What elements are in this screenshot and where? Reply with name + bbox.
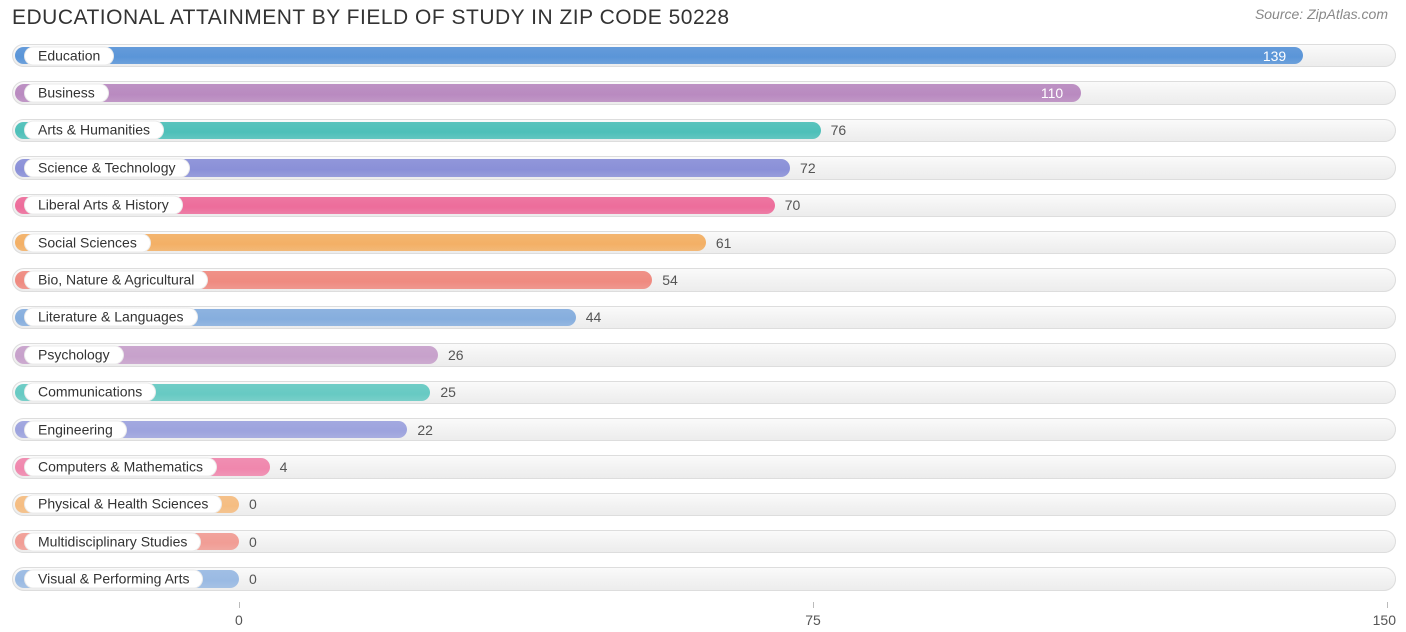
x-tick-line xyxy=(1387,602,1388,608)
bar-value-label: 110 xyxy=(1041,85,1063,101)
bar-value-label: 72 xyxy=(800,160,816,176)
category-pill: Education xyxy=(24,46,114,65)
chart-title: EDUCATIONAL ATTAINMENT BY FIELD OF STUDY… xyxy=(12,6,730,30)
bar-value-label: 61 xyxy=(716,235,732,251)
category-pill: Psychology xyxy=(24,345,124,364)
category-pill: Multidisciplinary Studies xyxy=(24,532,201,551)
bar-row: 0 Physical & Health Sciences xyxy=(12,487,1396,522)
bar-row: 25 Communications xyxy=(12,375,1396,410)
bar-row: 139 Education xyxy=(12,38,1396,73)
bar-value-label: 44 xyxy=(586,309,602,325)
bar-row: 76 Arts & Humanities xyxy=(12,113,1396,148)
bar xyxy=(15,47,1303,64)
bar-row: 4 Computers & Mathematics xyxy=(12,449,1396,484)
x-tick-label: 150 xyxy=(1373,612,1396,628)
bar xyxy=(15,84,1081,101)
x-tick-label: 75 xyxy=(805,612,821,628)
chart-area: 139 Education 110 Business 76 Arts & Humaniti… xyxy=(12,38,1396,604)
x-tick-line xyxy=(239,602,240,608)
x-tick-line xyxy=(813,602,814,608)
category-pill: Business xyxy=(24,84,109,103)
bar-value-label: 0 xyxy=(249,534,257,550)
bar-value-label: 54 xyxy=(662,272,678,288)
category-pill: Physical & Health Sciences xyxy=(24,495,222,514)
bar-value-label: 76 xyxy=(831,122,847,138)
bar-row: 26 Psychology xyxy=(12,337,1396,372)
bar-row: 22 Engineering xyxy=(12,412,1396,447)
bar-value-label: 0 xyxy=(249,571,257,587)
bar-value-label: 70 xyxy=(785,197,801,213)
category-pill: Arts & Humanities xyxy=(24,121,164,140)
category-pill: Bio, Nature & Agricultural xyxy=(24,271,208,290)
x-tick-label: 0 xyxy=(235,612,243,628)
bar-row: 61 Social Sciences xyxy=(12,225,1396,260)
x-axis: 0 75 150 xyxy=(12,606,1396,628)
bar-value-label: 139 xyxy=(1263,48,1286,64)
category-pill: Social Sciences xyxy=(24,233,151,252)
category-pill: Visual & Performing Arts xyxy=(24,570,203,589)
category-pill: Communications xyxy=(24,383,156,402)
category-pill: Engineering xyxy=(24,420,127,439)
bar-value-label: 22 xyxy=(417,422,433,438)
bar-row: 54 Bio, Nature & Agricultural xyxy=(12,262,1396,297)
category-pill: Liberal Arts & History xyxy=(24,196,183,215)
bar-row: 72 Science & Technology xyxy=(12,150,1396,185)
bar-row: 0 Visual & Performing Arts xyxy=(12,561,1396,596)
chart-source: Source: ZipAtlas.com xyxy=(1255,6,1388,22)
bar-row: 0 Multidisciplinary Studies xyxy=(12,524,1396,559)
category-pill: Science & Technology xyxy=(24,158,190,177)
bar-row: 110 Business xyxy=(12,75,1396,110)
category-pill: Literature & Languages xyxy=(24,308,198,327)
bar-value-label: 25 xyxy=(440,384,456,400)
bar-row: 70 Liberal Arts & History xyxy=(12,188,1396,223)
bar-value-label: 0 xyxy=(249,496,257,512)
bar-value-label: 4 xyxy=(280,459,288,475)
bar-value-label: 26 xyxy=(448,347,464,363)
bar-row: 44 Literature & Languages xyxy=(12,300,1396,335)
category-pill: Computers & Mathematics xyxy=(24,457,217,476)
